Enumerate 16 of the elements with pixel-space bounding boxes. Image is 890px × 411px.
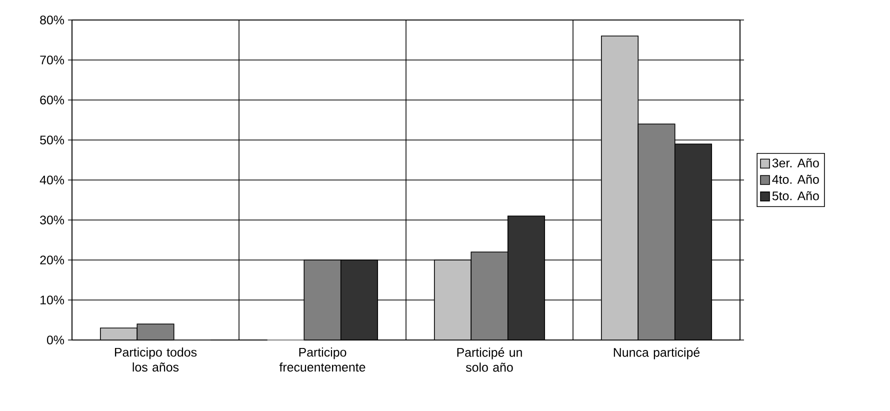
- y-tick-label: 50%: [40, 136, 64, 144]
- x-tick-label: Participo todos los años: [114, 348, 197, 372]
- y-tick-label: 10%: [40, 296, 64, 304]
- y-tick-label: 20%: [40, 256, 64, 264]
- x-tick-label: Participé un solo año: [457, 348, 522, 372]
- y-tick-label: 40%: [40, 176, 64, 184]
- legend-label: 3er. Año: [772, 158, 819, 168]
- y-tick-label: 80%: [40, 16, 64, 24]
- legend-label: 4to. Año: [772, 174, 819, 184]
- y-tick-label: 0%: [46, 336, 64, 344]
- x-tick-label: Nunca participé: [614, 348, 700, 360]
- y-tick-label: 60%: [40, 96, 64, 104]
- legend-label: 5to. Año: [772, 191, 819, 200]
- y-tick-label: 30%: [40, 216, 64, 224]
- x-tick-label: Participo frecuentemente: [279, 348, 366, 372]
- y-tick-label: 70%: [40, 56, 64, 64]
